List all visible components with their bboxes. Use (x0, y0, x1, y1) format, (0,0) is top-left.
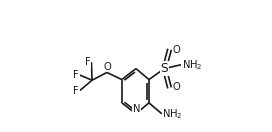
Text: F: F (73, 86, 79, 96)
Text: O: O (103, 62, 111, 72)
Text: O: O (173, 45, 181, 55)
Text: N: N (133, 104, 140, 114)
Text: NH$_2$: NH$_2$ (182, 58, 202, 72)
Text: F: F (73, 70, 79, 80)
Text: F: F (85, 57, 91, 67)
Text: O: O (173, 82, 181, 92)
Text: S: S (161, 62, 168, 75)
Text: NH$_2$: NH$_2$ (162, 107, 183, 121)
